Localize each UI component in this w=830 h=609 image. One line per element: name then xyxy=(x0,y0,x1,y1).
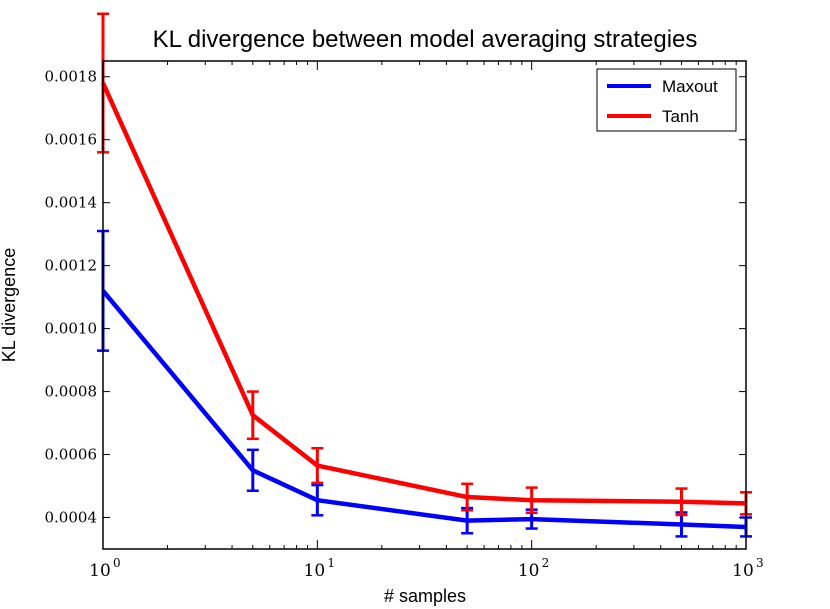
errorbar-tanh xyxy=(461,482,474,512)
series-line-maxout xyxy=(101,289,747,530)
errorbar-tanh xyxy=(525,486,538,515)
x-tick-label: 10 0 xyxy=(89,556,120,581)
errorbar-maxout xyxy=(246,448,259,493)
y-tick-label: 0.0008 xyxy=(45,383,98,401)
y-tick-label: 0.0014 xyxy=(45,194,98,212)
y-tick-label: 0.0004 xyxy=(45,509,98,527)
errorbar-tanh xyxy=(675,487,688,517)
legend-label-tanh: Tanh xyxy=(662,107,699,126)
legend-box xyxy=(596,68,737,132)
y-axis-label: KL divergence xyxy=(0,248,19,362)
x-tick-label-exponent: 0 xyxy=(113,556,121,570)
series-line-tanh xyxy=(100,82,747,506)
errorbar-tanh xyxy=(311,447,324,485)
x-tick-label-base: 10 xyxy=(89,561,111,581)
errorbar-tanh xyxy=(246,390,259,441)
y-tick-label: 0.0016 xyxy=(45,131,98,149)
legend: Maxout Tanh xyxy=(596,68,737,132)
errorbar-maxout xyxy=(311,483,324,517)
x-axis-label: # samples xyxy=(384,586,466,606)
chart-title: KL divergence between model averaging st… xyxy=(153,26,698,53)
x-tick-label-base: 10 xyxy=(732,561,754,581)
x-tick-label-exponent: 1 xyxy=(327,556,335,570)
y-tick-label: 0.0018 xyxy=(45,68,98,86)
y-tick-label: 0.0006 xyxy=(45,446,98,464)
series-layer xyxy=(97,12,752,538)
y-tick-label: 0.0010 xyxy=(45,320,98,338)
x-tick-label-exponent: 3 xyxy=(756,556,764,570)
legend-label-maxout: Maxout xyxy=(662,77,718,96)
plot-frame xyxy=(102,60,747,550)
y-tick-label: 0.0012 xyxy=(45,257,98,275)
x-tick-label: 10 1 xyxy=(304,556,335,581)
x-tick-label: 10 3 xyxy=(732,556,763,581)
x-tick-label-base: 10 xyxy=(518,561,540,581)
x-tick-label-exponent: 2 xyxy=(542,556,550,570)
x-tick-label-base: 10 xyxy=(304,561,326,581)
ticks-layer: 0.0004 0.0006 0.0008 0.0010 0.0012 0.0014 0.00… xyxy=(45,61,764,581)
x-tick-label: 10 2 xyxy=(518,556,549,581)
